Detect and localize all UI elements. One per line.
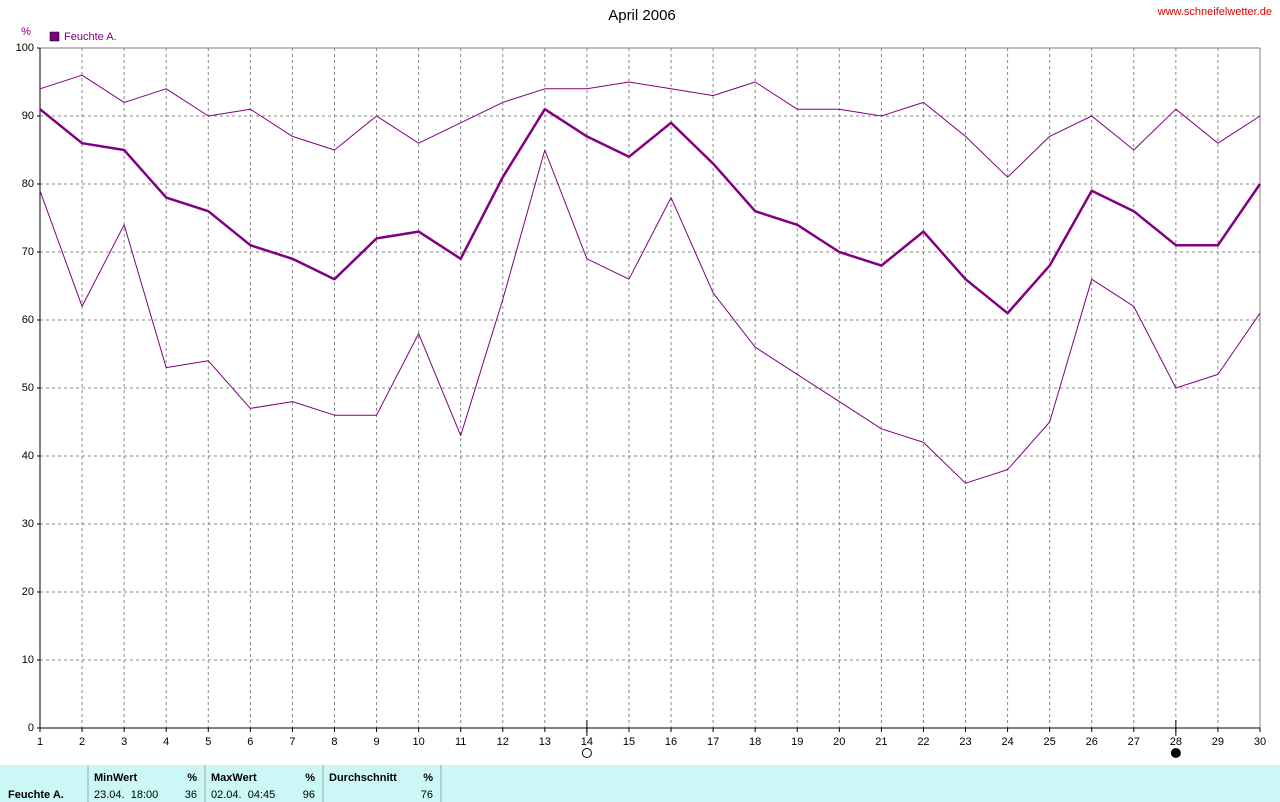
table-time: 23.04. 18:00 <box>94 789 158 801</box>
x-tick-label: 10 <box>412 736 424 748</box>
x-tick-label: 9 <box>373 736 379 748</box>
y-tick-label: 40 <box>22 450 34 462</box>
table-value: 96 <box>303 789 315 801</box>
x-tick-label: 25 <box>1044 736 1056 748</box>
x-tick-label: 22 <box>917 736 929 748</box>
x-tick-label: 6 <box>247 736 253 748</box>
table-header: Durchschnitt <box>329 772 397 784</box>
x-tick-label: 7 <box>289 736 295 748</box>
x-tick-label: 18 <box>749 736 761 748</box>
y-tick-label: 0 <box>28 722 34 734</box>
x-tick-label: 5 <box>205 736 211 748</box>
table-header: MinWert <box>94 772 138 784</box>
table-header: MaxWert <box>211 772 257 784</box>
source: www.schneifelwetter.de <box>1157 6 1272 18</box>
table-value: 76 <box>421 789 433 801</box>
x-tick-label: 20 <box>833 736 845 748</box>
line-values <box>39 107 1262 315</box>
x-tick-label: 29 <box>1212 736 1224 748</box>
x-tick-label: 13 <box>539 736 551 748</box>
y-tick-label: 80 <box>22 178 34 190</box>
y-tick-label: 30 <box>22 518 34 530</box>
y-tick-label: 70 <box>22 246 34 258</box>
y-axis-label: % <box>21 26 31 38</box>
x-tick-label: 15 <box>623 736 635 748</box>
legend-label: Feuchte A. <box>64 31 117 43</box>
moon-icon <box>1170 748 1181 758</box>
y-tick-label: 60 <box>22 314 34 326</box>
line-max <box>39 74 1261 178</box>
x-tick-label: 23 <box>959 736 971 748</box>
x-tick-label: 26 <box>1086 736 1098 748</box>
y-tick-label: 10 <box>22 654 34 666</box>
table-unit: % <box>187 772 197 784</box>
chart-title: April 2006 <box>608 7 676 24</box>
moon-icon <box>581 748 592 758</box>
y-tick-label: 50 <box>22 382 34 394</box>
table-time: 02.04. 04:45 <box>211 789 275 801</box>
x-tick-label: 24 <box>1001 736 1013 748</box>
x-tick-label: 19 <box>791 736 803 748</box>
x-tick-label: 17 <box>707 736 719 748</box>
x-tick-label: 16 <box>665 736 677 748</box>
x-tick-label: 2 <box>79 736 85 748</box>
line-min <box>39 149 1261 484</box>
x-tick-label: 8 <box>331 736 337 748</box>
x-tick-label: 3 <box>121 736 127 748</box>
x-tick-label: 21 <box>875 736 887 748</box>
x-tick-label: 4 <box>163 736 169 748</box>
x-tick-label: 12 <box>497 736 509 748</box>
legend-swatch <box>49 31 60 42</box>
stats-row-label: Feuchte A. <box>8 789 64 801</box>
y-tick-label: 20 <box>22 586 34 598</box>
y-tick-label: 90 <box>22 110 34 122</box>
table-value: 36 <box>185 789 197 801</box>
x-tick-label: 30 <box>1254 736 1266 748</box>
x-tick-label: 1 <box>37 736 43 748</box>
x-tick-label: 27 <box>1128 736 1140 748</box>
x-tick-label: 28 <box>1170 736 1182 748</box>
table-unit: % <box>423 772 433 784</box>
stats-table <box>0 765 1280 802</box>
y-tick-label: 100 <box>16 42 34 54</box>
x-tick-label: 11 <box>455 736 466 748</box>
x-tick-label: 14 <box>581 736 593 748</box>
table-unit: % <box>305 772 315 784</box>
